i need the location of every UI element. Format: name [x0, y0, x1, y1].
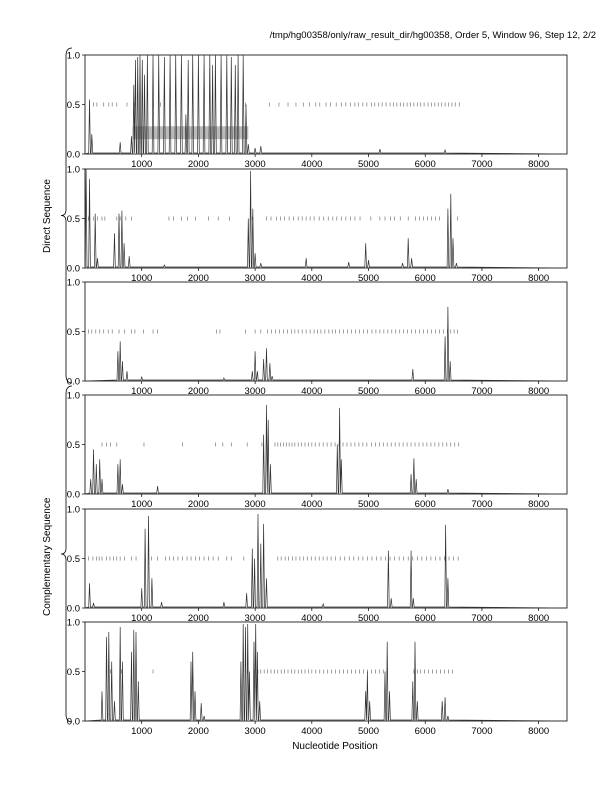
x-tick-label-4-4: 5000: [358, 613, 379, 624]
y-tick-label-2-2: 1.0: [67, 278, 80, 289]
x-tick-label-0-4: 5000: [358, 159, 379, 170]
series-line-3: [84, 404, 568, 495]
y-tick-label-5-1: 0.5: [67, 667, 80, 678]
x-tick-label-4-0: 1000: [131, 613, 152, 624]
y-tick-label-4-2: 1.0: [67, 505, 80, 516]
y-tick-label-0-0: 0.0: [67, 150, 80, 161]
y-tick-label-1-1: 0.5: [67, 214, 80, 225]
x-tick-label-0-5: 6000: [415, 159, 436, 170]
x-tick-label-2-1: 2000: [188, 386, 209, 397]
x-tick-label-3-0: 1000: [131, 499, 152, 510]
panel-frame-1: [84, 168, 568, 269]
x-tick-label-4-2: 3000: [245, 613, 266, 624]
y-tick-label-1-0: 0.0: [67, 264, 80, 275]
y-tick-label-4-0: 0.0: [67, 604, 80, 615]
x-tick-label-2-7: 8000: [528, 386, 549, 397]
group-label-direct: Direct Sequence: [42, 179, 53, 253]
x-tick-label-1-5: 6000: [415, 273, 436, 284]
group-label-complementary: Complementary Sequence: [42, 497, 53, 616]
y-tick-label-1-2: 1.0: [67, 165, 80, 176]
x-tick-label-5-0: 1000: [131, 726, 152, 737]
y-tick-label-0-2: 1.0: [67, 51, 80, 62]
x-tick-label-5-3: 4000: [301, 726, 322, 737]
x-tick-label-1-7: 8000: [528, 273, 549, 284]
x-tick-label-3-3: 4000: [301, 499, 322, 510]
x-tick-label-3-7: 8000: [528, 499, 549, 510]
x-tick-label-2-3: 4000: [301, 386, 322, 397]
series-line-4: [84, 513, 568, 609]
x-tick-label-3-4: 5000: [358, 499, 379, 510]
x-tick-label-1-6: 7000: [471, 273, 492, 284]
x-tick-label-5-7: 8000: [528, 726, 549, 737]
x-tick-label-3-2: 3000: [245, 499, 266, 510]
x-tick-label-3-6: 7000: [471, 499, 492, 510]
x-tick-label-1-2: 3000: [245, 273, 266, 284]
x-axis-label: Nucleotide Position: [292, 741, 378, 752]
x-tick-label-0-3: 4000: [301, 159, 322, 170]
x-tick-label-1-1: 2000: [188, 273, 209, 284]
series-line-0: [84, 54, 568, 155]
x-tick-label-0-0: 1000: [131, 159, 152, 170]
y-tick-label-3-0: 0.0: [67, 490, 80, 501]
group-brace-complementary: [60, 385, 73, 723]
x-tick-label-5-6: 7000: [471, 726, 492, 737]
x-tick-label-5-5: 6000: [415, 726, 436, 737]
x-tick-label-1-0: 1000: [131, 273, 152, 284]
figure-title: /tmp/hg00358/only/raw_result_dir/hg00358…: [269, 30, 596, 41]
panel-frame-3: [84, 394, 568, 495]
y-tick-label-5-2: 1.0: [67, 618, 80, 629]
x-tick-label-1-4: 5000: [358, 273, 379, 284]
x-tick-label-3-1: 2000: [188, 499, 209, 510]
y-tick-label-2-0: 0.0: [67, 377, 80, 388]
panel-frame-5: [84, 621, 568, 722]
x-tick-label-5-4: 5000: [358, 726, 379, 737]
x-tick-label-3-5: 6000: [415, 499, 436, 510]
x-tick-label-2-5: 6000: [415, 386, 436, 397]
y-tick-label-3-1: 0.5: [67, 440, 80, 451]
x-tick-label-2-2: 3000: [245, 386, 266, 397]
x-tick-label-0-1: 2000: [188, 159, 209, 170]
x-tick-label-2-0: 1000: [131, 386, 152, 397]
x-tick-label-4-1: 2000: [188, 613, 209, 624]
x-tick-label-4-7: 8000: [528, 613, 549, 624]
y-tick-label-3-2: 1.0: [67, 391, 80, 402]
x-tick-label-4-6: 7000: [471, 613, 492, 624]
x-tick-label-5-1: 2000: [188, 726, 209, 737]
x-tick-label-5-2: 3000: [245, 726, 266, 737]
x-tick-label-0-7: 8000: [528, 159, 549, 170]
x-tick-label-2-4: 5000: [358, 386, 379, 397]
y-tick-label-2-1: 0.5: [67, 327, 80, 338]
y-tick-label-5-0: 0.0: [67, 717, 80, 728]
y-tick-label-4-1: 0.5: [67, 554, 80, 565]
y-tick-label-0-1: 0.5: [67, 100, 80, 111]
highlight-band-0: [132, 126, 249, 140]
x-tick-label-4-5: 6000: [415, 613, 436, 624]
x-tick-label-0-2: 3000: [245, 159, 266, 170]
series-line-1: [84, 168, 568, 269]
x-tick-label-0-6: 7000: [471, 159, 492, 170]
series-line-5: [84, 623, 568, 722]
x-tick-label-4-3: 4000: [301, 613, 322, 624]
series-line-2: [84, 306, 568, 382]
x-tick-label-1-3: 4000: [301, 273, 322, 284]
group-brace-direct: [60, 47, 73, 384]
x-tick-label-2-6: 7000: [471, 386, 492, 397]
